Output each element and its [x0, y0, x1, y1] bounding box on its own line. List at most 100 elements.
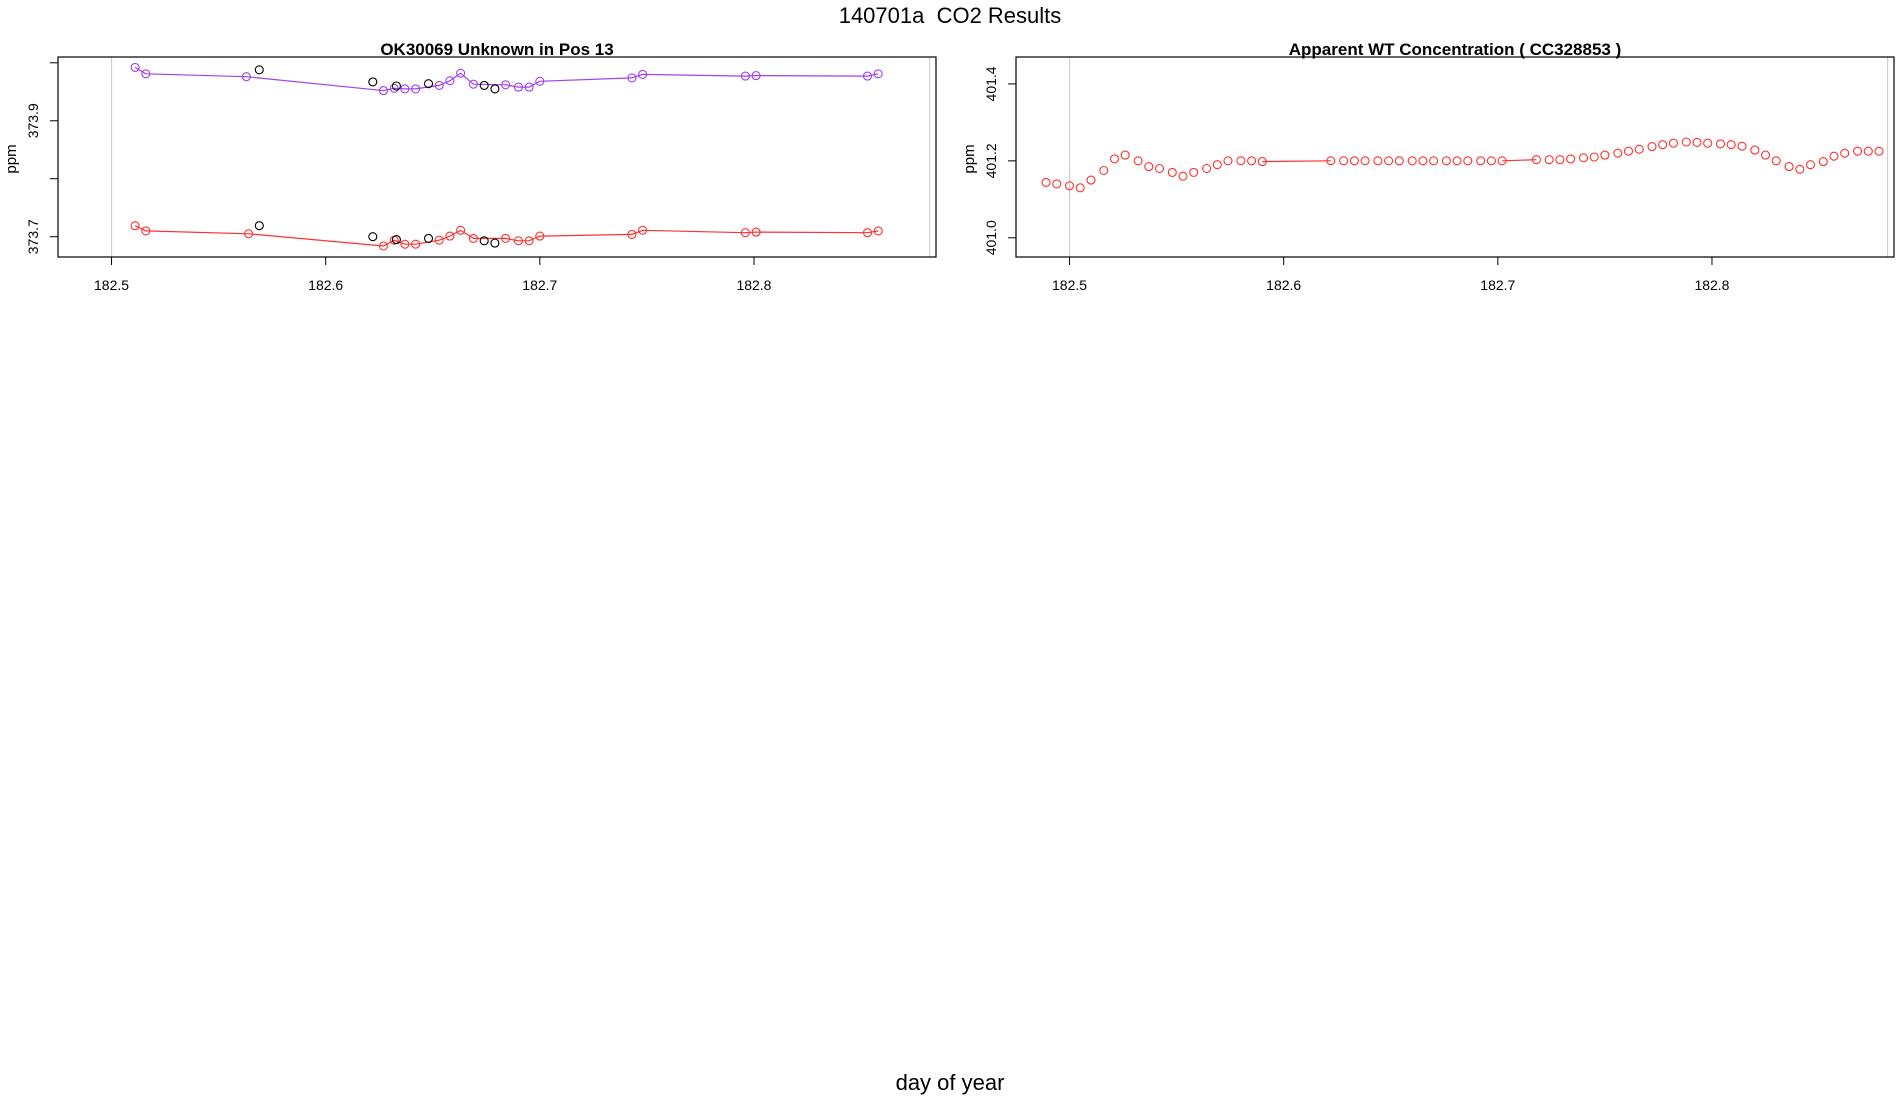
panel-2-series-1-point [1189, 167, 1199, 177]
panel-1-series-4-point [423, 233, 434, 243]
panel-2-series-1-point [1623, 146, 1634, 156]
panel-1-series-2-point [873, 226, 883, 236]
panel-2-series-1-point [1041, 177, 1051, 187]
panel-1-series-2-line [134, 225, 879, 247]
panel-2-series-1-point [1476, 156, 1486, 166]
panel-1-series-1-point [141, 69, 151, 79]
panel-1-series-1-point [400, 84, 410, 94]
panel-2-series-1-point [1589, 152, 1599, 162]
panel-2-series-1-point [1109, 154, 1120, 164]
panel-1-series-2-point [400, 239, 410, 249]
panel-2-series-1-point [1840, 148, 1850, 158]
panel-2-series-1-point [1726, 140, 1736, 150]
panel-2-series-1-point [1099, 165, 1109, 176]
panel-1-x-tick-label: 182.8 [736, 277, 771, 293]
panel-1-series-1-point [524, 82, 534, 92]
panel-2-title: Apparent WT Concentration ( CC328853 ) [1289, 40, 1622, 59]
panel-2-series-1-point [1167, 167, 1177, 177]
panel-2-series-1-point [1154, 163, 1165, 174]
panel-2-series-1-point [1373, 156, 1383, 166]
panel-1-series-1-point [378, 86, 389, 96]
panel-2-series-1-point [1784, 162, 1794, 172]
panel-2-series-1-point [1463, 156, 1473, 166]
panel-2-series-1-point [1647, 142, 1657, 152]
panel-2-series-1-point [1874, 146, 1884, 156]
panel-1-series-1-line [134, 66, 879, 92]
panel-2-series-1-point [1429, 156, 1439, 166]
panel-2-series-1-point [1120, 150, 1130, 160]
panel-1-series-4-point [479, 236, 489, 246]
panel-1-series-1-point [241, 72, 251, 82]
panel-2-series-1-point [1339, 156, 1349, 166]
panel-2-series-1-point [1703, 138, 1713, 148]
panel-1-x-tick-label: 182.5 [94, 277, 129, 293]
panel-2-series-1-point [1486, 156, 1496, 166]
panel-1-series-2-point [141, 226, 151, 236]
panel-2-x-tick-label: 182.5 [1052, 277, 1087, 293]
panel-1-series-2-point [535, 231, 545, 241]
panel-2-series-1-point [1829, 151, 1839, 161]
panel-2-series-1-point [1384, 156, 1394, 166]
panel-2-series-1-point [1394, 156, 1404, 166]
panel-1-series-1-point [740, 71, 750, 81]
panel-1-series-1-point [456, 68, 466, 78]
panel-1-series-2-point [862, 228, 873, 238]
panel-2-series-3-line [1502, 159, 1537, 162]
panel-1-series-1-point [501, 80, 511, 90]
panel-2-series-1-point [1223, 156, 1233, 166]
panel-1-series-2-point [130, 221, 140, 231]
panel-2-series-1-point [1178, 171, 1188, 181]
panel-2-series-1-point [1544, 155, 1554, 165]
panel-1-series-2-point [434, 235, 444, 245]
panel-2-x-tick-label: 182.7 [1480, 277, 1515, 293]
panel-2-y-tick-label: 401.0 [983, 220, 999, 255]
panel-1-series-1-point [389, 83, 399, 93]
panel-1-series-1-point [468, 79, 478, 89]
panel-1-series-2-point [456, 225, 466, 235]
panel-2-series-1-point [1052, 179, 1062, 189]
panel-1-series-4-point [254, 221, 264, 231]
panel-1-series-2-point [751, 227, 761, 237]
panel-1-series-2-point [513, 236, 523, 246]
panel-2-series-1-point [1750, 145, 1760, 155]
panel-1-series-3-point [490, 84, 500, 94]
panel-2-series-1-point [1247, 156, 1257, 166]
panel-1-series-1-point [445, 76, 455, 86]
panel-1-series-2-point [378, 241, 389, 251]
panel-2-series-1-point [1578, 153, 1589, 163]
panel-2-series-1-point [1818, 157, 1828, 167]
panel-1-y-axis-label: ppm [3, 144, 20, 173]
panel-2-series-1-point [1771, 156, 1781, 166]
panel-2-series-1-point [1715, 139, 1726, 149]
panel-1-series-2-point [244, 229, 254, 239]
panel-1-series-2-point [411, 239, 421, 249]
panel-1-series-3-point [254, 65, 264, 75]
panel-1-series-1-point [627, 73, 637, 83]
panel-2-series-1-point [1407, 156, 1417, 166]
panel-2-series-1-point [1668, 138, 1678, 148]
panel-1-series-3-point [423, 79, 434, 89]
panel-2-plot-frame [1015, 56, 1895, 258]
panel-1-series-1-point [434, 80, 444, 90]
panel-1-series-2-point [445, 231, 455, 241]
panel-2-series-1-point [1613, 148, 1623, 158]
panel-1-series-2-point [501, 233, 511, 243]
panel-2-x-tick-label: 182.6 [1266, 277, 1301, 293]
panel-1-x-tick-label: 182.7 [522, 277, 557, 293]
panel-2-series-1-point [1086, 175, 1096, 185]
panel-1-y-tick-label: 373.9 [25, 103, 41, 138]
panel-1-series-2-point [468, 233, 478, 243]
panel-2-series-1-point [1853, 146, 1863, 156]
figure-title: 140701a CO2 Results [838, 3, 1062, 28]
x-axis-label: day of year [895, 1070, 1005, 1095]
panel-2-series-1-point [1133, 156, 1143, 166]
panel-2-series-1-point [1144, 162, 1154, 172]
panel-1-series-3-point [368, 77, 378, 87]
panel-2-series-1-point [1236, 156, 1246, 166]
panel-1-series-1-point [411, 84, 421, 94]
panel-1-title: OK30069 Unknown in Pos 13 [380, 40, 613, 59]
panel-2-y-tick-label: 401.2 [983, 143, 999, 178]
panel-2-series-1-point [1349, 156, 1359, 166]
panel-1-series-4-point [391, 235, 401, 245]
